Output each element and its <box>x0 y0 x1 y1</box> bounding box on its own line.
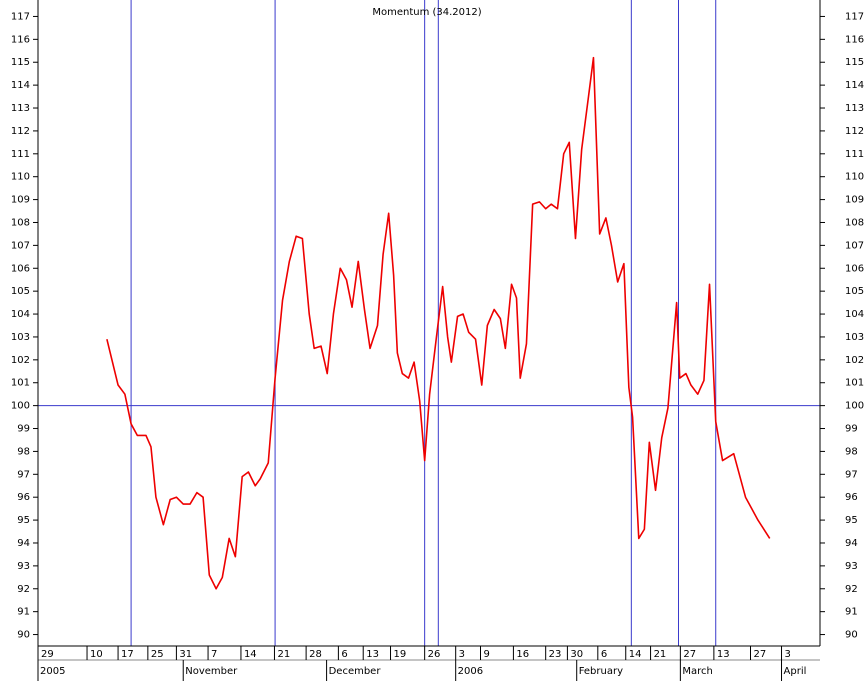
x-tick-label: 3 <box>785 649 791 660</box>
x-tick-label: 27 <box>753 649 766 660</box>
y-tick-label-right: 109 <box>845 195 864 206</box>
x-tick-label: 6 <box>341 649 347 660</box>
x-tick-label: 21 <box>277 649 290 660</box>
x-tick-label: 17 <box>121 649 134 660</box>
y-tick-label-right: 108 <box>845 217 864 228</box>
y-tick-label-right: 106 <box>845 263 864 274</box>
x-tick-label: 14 <box>244 649 257 660</box>
y-tick-label: 107 <box>11 240 30 251</box>
y-tick-label-right: 113 <box>845 103 864 114</box>
y-tick-label: 116 <box>11 34 30 45</box>
y-tick-label-right: 92 <box>845 584 858 595</box>
y-tick-label: 91 <box>17 607 30 618</box>
x-tick-label: 3 <box>459 649 465 660</box>
x-tick-label: 13 <box>366 649 379 660</box>
month-label: November <box>185 666 238 677</box>
y-tick-label-right: 116 <box>845 34 864 45</box>
y-tick-label: 96 <box>17 492 30 503</box>
y-tick-label: 98 <box>17 446 30 457</box>
x-tick-label: 13 <box>717 649 730 660</box>
y-tick-label-right: 91 <box>845 607 858 618</box>
y-tick-label: 106 <box>11 263 30 274</box>
reference-layer <box>38 0 820 646</box>
y-tick-label: 110 <box>11 172 30 183</box>
y-tick-label-right: 98 <box>845 446 858 457</box>
y-tick-label-right: 101 <box>845 378 864 389</box>
y-tick-label-right: 115 <box>845 57 864 68</box>
y-tick-label-right: 97 <box>845 469 858 480</box>
y-tick-label: 90 <box>17 630 30 641</box>
y-tick-label: 93 <box>17 561 30 572</box>
y-tick-label-right: 102 <box>845 355 864 366</box>
y-tick-label: 95 <box>17 515 30 526</box>
y-tick-label: 103 <box>11 332 30 343</box>
y-tick-label: 99 <box>17 424 30 435</box>
y-tick-label: 102 <box>11 355 30 366</box>
y-tick-label: 101 <box>11 378 30 389</box>
x-tick-label: 31 <box>179 649 192 660</box>
y-tick-label-right: 117 <box>845 11 864 22</box>
chart-title: Momentum (34.2012) <box>372 7 481 18</box>
y-tick-label: 94 <box>17 538 30 549</box>
month-label: February <box>579 666 623 677</box>
y-tick-label: 112 <box>11 126 30 137</box>
x-tick-label: 30 <box>570 649 583 660</box>
momentum-line <box>106 56 771 590</box>
x-tick-label: 19 <box>394 649 407 660</box>
y-tick-label-right: 103 <box>845 332 864 343</box>
y-tick-label-right: 105 <box>845 286 864 297</box>
y-tick-label-right: 104 <box>845 309 864 320</box>
y-tick-label: 113 <box>11 103 30 114</box>
x-tick-label: 21 <box>654 649 667 660</box>
x-tick-label: 16 <box>516 649 529 660</box>
x-tick-label: 23 <box>549 649 562 660</box>
y-tick-label: 115 <box>11 57 30 68</box>
y-tick-label-right: 99 <box>845 424 858 435</box>
y-tick-label: 97 <box>17 469 30 480</box>
x-tick-label: 28 <box>309 649 322 660</box>
y-tick-label: 109 <box>11 195 30 206</box>
x-tick-label: 27 <box>683 649 696 660</box>
y-tick-label-right: 94 <box>845 538 858 549</box>
y-tick-label-right: 93 <box>845 561 858 572</box>
y-tick-label-right: 110 <box>845 172 864 183</box>
y-tick-label: 92 <box>17 584 30 595</box>
x-tick-label: 29 <box>41 649 54 660</box>
x-tick-label: 6 <box>601 649 607 660</box>
month-label: March <box>682 666 712 677</box>
y-tick-label: 114 <box>11 80 30 91</box>
x-tick-label: 9 <box>484 649 490 660</box>
y-tick-label-right: 111 <box>845 149 864 160</box>
data-layer <box>106 56 771 590</box>
y-tick-label-right: 100 <box>845 401 864 412</box>
y-tick-label: 105 <box>11 286 30 297</box>
y-tick-label-right: 90 <box>845 630 858 641</box>
x-tick-label: 14 <box>629 649 642 660</box>
x-tick-label: 7 <box>211 649 217 660</box>
x-tick-label: 25 <box>151 649 164 660</box>
y-tick-label-right: 107 <box>845 240 864 251</box>
y-tick-label-right: 114 <box>845 80 864 91</box>
y-tick-label: 104 <box>11 309 30 320</box>
y-tick-label: 100 <box>11 401 30 412</box>
y-tick-label: 117 <box>11 11 30 22</box>
x-tick-label: 26 <box>428 649 441 660</box>
y-tick-label-right: 112 <box>845 126 864 137</box>
y-tick-label-right: 96 <box>845 492 858 503</box>
month-label: 2006 <box>458 666 483 677</box>
month-label: April <box>784 666 807 677</box>
month-label: December <box>329 666 382 677</box>
month-label: 2005 <box>40 666 65 677</box>
y-tick-label-right: 95 <box>845 515 858 526</box>
x-tick-label: 10 <box>90 649 103 660</box>
y-tick-label: 111 <box>11 149 30 160</box>
y-tick-label: 108 <box>11 217 30 228</box>
